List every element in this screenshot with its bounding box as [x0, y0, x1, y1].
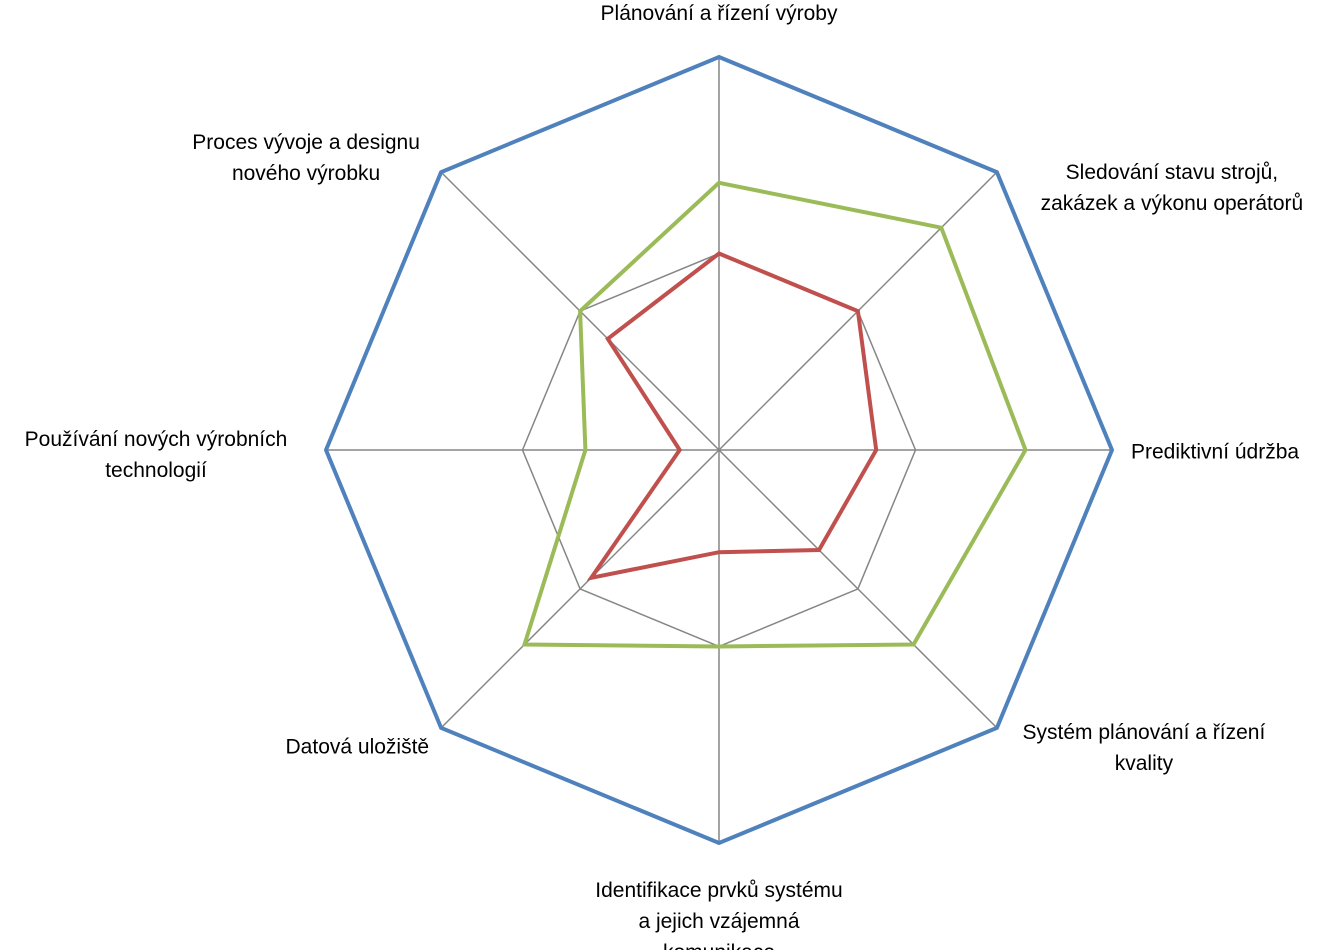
category-label-1-line-0: Sledování stavu strojů,: [1066, 161, 1278, 184]
category-label-5: Datová uložiště: [286, 735, 430, 758]
category-label-0-line-0: Plánování a řízení výroby: [601, 2, 838, 25]
category-label-5-line-0: Datová uložiště: [286, 735, 430, 758]
category-label-4-line-0: Identifikace prvků systému: [595, 879, 842, 902]
category-label-2: Prediktivní údržba: [1131, 441, 1299, 464]
category-label-6-line-1: technologií: [105, 459, 207, 482]
spoke-5: [440, 449, 720, 729]
category-label-4: Identifikace prvků systému a jejich vzáje…: [595, 879, 842, 950]
category-label-3: Systém plánování a řízení kvality: [1023, 721, 1266, 775]
category-label-3-line-0: Systém plánování a řízení: [1023, 721, 1266, 744]
category-label-6-line-0: Používání nových výrobních: [25, 428, 288, 451]
category-label-1-line-1: zakázek a výkonu operátorů: [1041, 192, 1304, 215]
spoke-3: [718, 449, 998, 729]
radar-series: [323, 54, 1115, 846]
category-label-0: Plánování a řízení výroby: [601, 2, 838, 25]
series-line-1: [521, 180, 1028, 649]
category-label-7-line-1: nového výrobku: [232, 162, 380, 185]
category-label-3-line-1: kvality: [1115, 752, 1174, 775]
series-line-2: [586, 251, 879, 581]
category-label-4-line-2: komunikace: [663, 941, 775, 950]
category-label-7-line-0: Proces vývoje a designu: [192, 131, 420, 154]
category-label-7: Proces vývoje a designu nového výrobku: [192, 131, 420, 185]
category-label-4-line-1: a jejich vzájemná: [638, 910, 799, 933]
series-line-0: [323, 54, 1115, 846]
category-labels: Plánování a řízení výroby Sledování stavu…: [25, 2, 1304, 950]
radar-spokes: [326, 57, 1112, 843]
category-label-1: Sledování stavu strojů, zakázek a výkonu …: [1041, 161, 1304, 215]
category-label-6: Používání nových výrobních technologií: [25, 428, 288, 482]
category-label-2-line-0: Prediktivní údržba: [1131, 441, 1299, 464]
